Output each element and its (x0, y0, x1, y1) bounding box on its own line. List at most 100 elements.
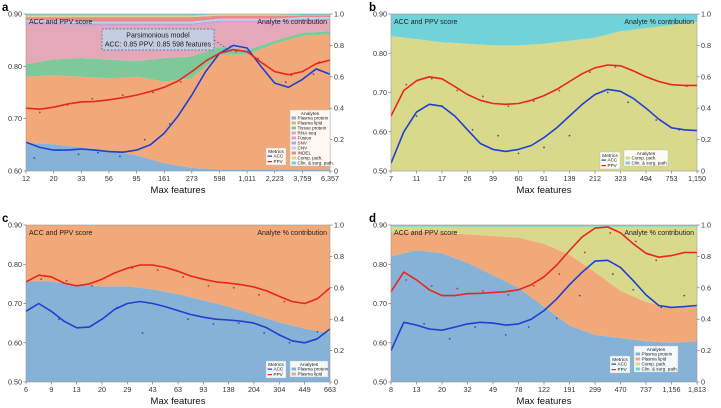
y-left-tick-label: 0.60 (8, 338, 22, 347)
legend-analytes-title: Analytes (300, 362, 319, 368)
left-axis-title: ACC and PPV score (29, 19, 93, 26)
acc-point (504, 334, 507, 336)
legend-analytes-item: Plasma protein (298, 367, 329, 372)
area-cnv (26, 17, 330, 24)
y-right-tick-label: 0.4 (701, 104, 711, 113)
x-tick-label: 20 (438, 385, 446, 394)
x-tick-label: 29 (123, 385, 131, 394)
legend-analytes-item: Clin. & surg. path. (298, 161, 335, 166)
x-tick-label: 494 (640, 174, 652, 183)
ppv-point (152, 91, 155, 94)
acc-point (77, 153, 80, 156)
x-axis-label: Max features (151, 185, 206, 196)
legend-swatch (291, 151, 296, 155)
legend-swatch (291, 116, 296, 120)
y-left-tick-label: 0.80 (8, 62, 22, 71)
acc-point (119, 155, 121, 158)
x-tick-label: 6,357 (321, 174, 339, 183)
panel-label: b (369, 2, 376, 14)
area-plasma-lipid (391, 231, 697, 343)
area-plasma-protein (26, 281, 330, 382)
ppv-point (589, 71, 591, 73)
ppv-point (583, 251, 586, 254)
x-tick-label: 13 (413, 385, 421, 394)
y-left-tick-label: 0.80 (373, 260, 387, 269)
legend-analytes-item: SNV (298, 141, 308, 146)
stacked-areas (391, 225, 697, 382)
x-tick-label: 737 (640, 385, 652, 394)
ppv-point (283, 300, 286, 303)
y-right-tick-label: 1.0 (334, 221, 344, 230)
x-axis-label: Max features (517, 396, 572, 407)
acc-point (627, 101, 630, 104)
line-ppv (391, 226, 697, 297)
x-tick-label: 161 (158, 174, 170, 183)
x-tick-label: 8 (389, 385, 393, 394)
acc-point (187, 318, 190, 321)
legend-metrics-title: Metrics (268, 149, 284, 155)
plot-frame (25, 13, 331, 172)
ppv-point (558, 273, 561, 275)
legend-swatch (291, 161, 296, 165)
chart-panel-a: 0.60 0.70 0.80 0.90 0 0.2 0.4 0.6 0.8 1.0 12 20 33 56… (2, 2, 344, 196)
acc-point (578, 294, 581, 297)
x-tick-label: 39 (489, 174, 497, 183)
acc-point (288, 341, 291, 344)
parsimonious-model-callout: Parsimonious model ACC: 0.85 PPV: 0.85 59… (101, 28, 233, 53)
area-comp-path (26, 14, 330, 18)
legend-metrics-item: PPV (608, 163, 618, 168)
x-tick-label: 91 (540, 174, 548, 183)
panel-label: c (2, 213, 9, 225)
acc-point (33, 157, 36, 159)
line-acc (26, 300, 330, 344)
y-left-tick-label: 0.50 (373, 378, 387, 387)
x-tick-label: 1,813 (688, 385, 706, 394)
acc-point (237, 322, 240, 325)
x-tick-label: 299 (589, 385, 601, 394)
chart-panel-d: 0.50 0.60 0.70 0.80 0.90 0 0.2 0.4 0.6 0.8 1.0 8 13 2… (369, 213, 711, 407)
x-tick-label: 43 (149, 385, 157, 394)
acc-point (683, 294, 686, 297)
x-tick-label: 191 (564, 385, 576, 394)
right-axis-title: Analyte % contribution (624, 19, 694, 26)
legend-analytes-item: Clin. & surg. path. (642, 367, 679, 372)
y-right-tick-label: 1.0 (701, 10, 711, 19)
x-tick-label: 63 (174, 385, 182, 394)
x-tick-label: 49 (489, 385, 497, 394)
legend-swatch (291, 121, 296, 125)
acc-point (316, 330, 319, 333)
ppv-point (430, 284, 433, 287)
ppv-point (507, 293, 510, 296)
x-axis-label: Max features (517, 185, 572, 196)
legend-metrics-item: ACC (274, 154, 284, 159)
ppv-point (90, 284, 93, 287)
x-tick-label: 20 (50, 174, 58, 183)
y-left-tick-label: 0.70 (8, 114, 22, 123)
y-right-tick-label: 1.0 (334, 10, 344, 19)
area-plasma-protein (391, 250, 697, 382)
x-tick-label: 33 (77, 174, 85, 183)
x-tick-label: 95 (133, 174, 141, 183)
x-tick-label: 1,156 (663, 385, 681, 394)
legend-swatch (291, 146, 296, 150)
x-tick-label: 204 (248, 385, 260, 394)
x-tick-label: 323 (615, 174, 627, 183)
x-tick-label: 26 (464, 174, 472, 183)
y-left-tick-label: 0.70 (373, 88, 387, 97)
line-acc (391, 88, 697, 164)
y-left-tick-label: 0.60 (373, 127, 387, 136)
legend-swatch (291, 141, 296, 145)
x-tick-label: 139 (564, 174, 576, 183)
ppv-point (235, 50, 237, 53)
ppv-point (121, 94, 124, 97)
ppv-point (38, 111, 41, 114)
legend-swatch (291, 126, 296, 130)
legend-swatch (625, 156, 630, 160)
acc-point (423, 323, 426, 325)
y-left-tick-label: 0.90 (8, 10, 22, 19)
x-tick-label: 138 (223, 385, 235, 394)
legend-metrics-item: PPV (274, 372, 284, 377)
y-right-tick-label: 0.2 (334, 135, 344, 144)
y-right-tick-label: 0.4 (334, 104, 344, 113)
y-left-tick-label: 0.90 (373, 221, 387, 230)
